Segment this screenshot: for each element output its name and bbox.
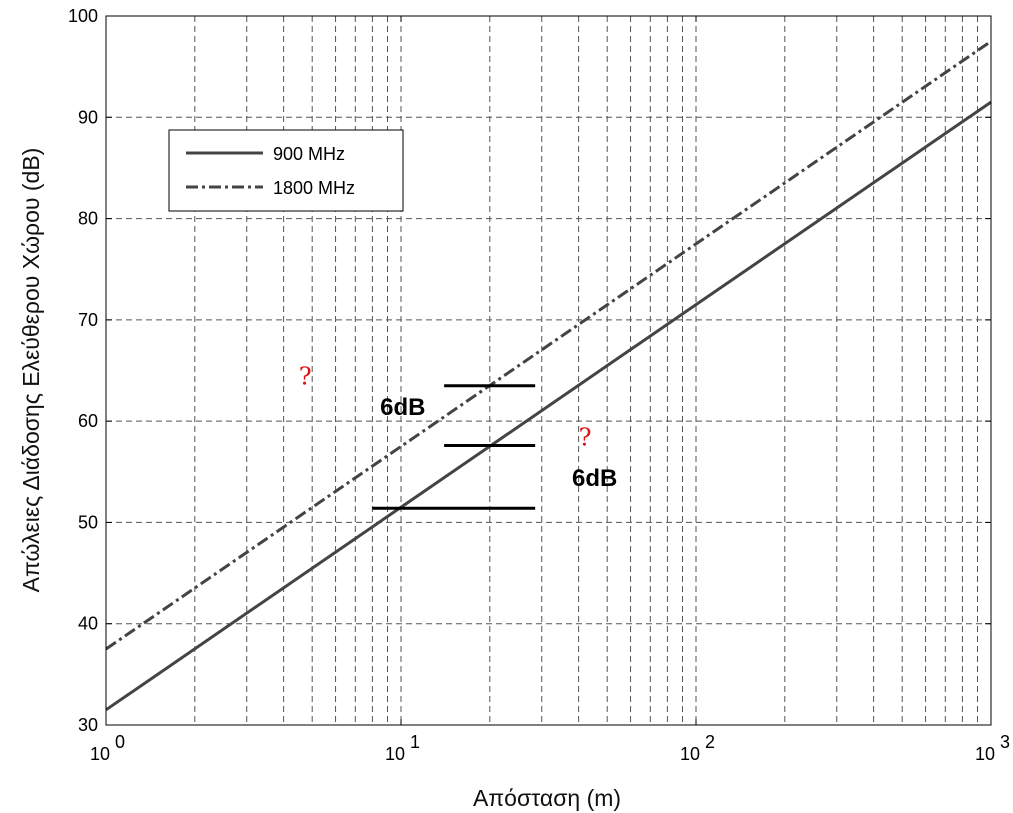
y-axis-title: Απώλειες Διάδοσης Ελεύθερου Χώρου (dB)	[18, 148, 44, 593]
series-layer	[105, 40, 992, 712]
annotation-6db: 6dB	[380, 394, 425, 421]
x-tick-exponent: 0	[115, 732, 125, 752]
x-axis-title: Απόσταση (m)	[473, 785, 621, 811]
x-tick-label: 10	[680, 744, 700, 764]
y-tick-label: 50	[78, 512, 98, 532]
reference-lines	[372, 384, 536, 510]
plot-frame	[105, 15, 992, 726]
x-tick-exponent: 1	[410, 732, 420, 752]
y-tick-label: 30	[78, 715, 98, 735]
x-tick-label: 10	[90, 744, 110, 764]
y-tick-label: 80	[78, 209, 98, 229]
y-tick-label: 40	[78, 614, 98, 634]
annotation-6db: 6dB	[572, 465, 617, 492]
y-tick-label: 100	[68, 6, 98, 26]
x-tick-label: 10	[975, 744, 995, 764]
y-tick-label: 70	[78, 310, 98, 330]
annotations: 6dB 6dB??	[299, 363, 618, 492]
legend-label-900mhz: 900 MHz	[273, 144, 345, 164]
series-line-1800mhz	[105, 40, 992, 651]
x-tick-exponent: 2	[705, 732, 715, 752]
y-tick-label: 60	[78, 411, 98, 431]
question-mark-marker: ?	[579, 423, 592, 451]
question-mark-marker: ?	[299, 363, 312, 391]
x-tick-exponent: 3	[1000, 732, 1010, 752]
legend-box	[168, 129, 404, 212]
x-tick-label: 10	[385, 744, 405, 764]
legend-label-1800mhz: 1800 MHz	[273, 178, 355, 198]
legend: 900 MHz 1800 MHz	[168, 129, 404, 212]
grid	[106, 16, 991, 725]
series-line-900mhz	[105, 100, 992, 712]
y-tick-label: 90	[78, 107, 98, 127]
